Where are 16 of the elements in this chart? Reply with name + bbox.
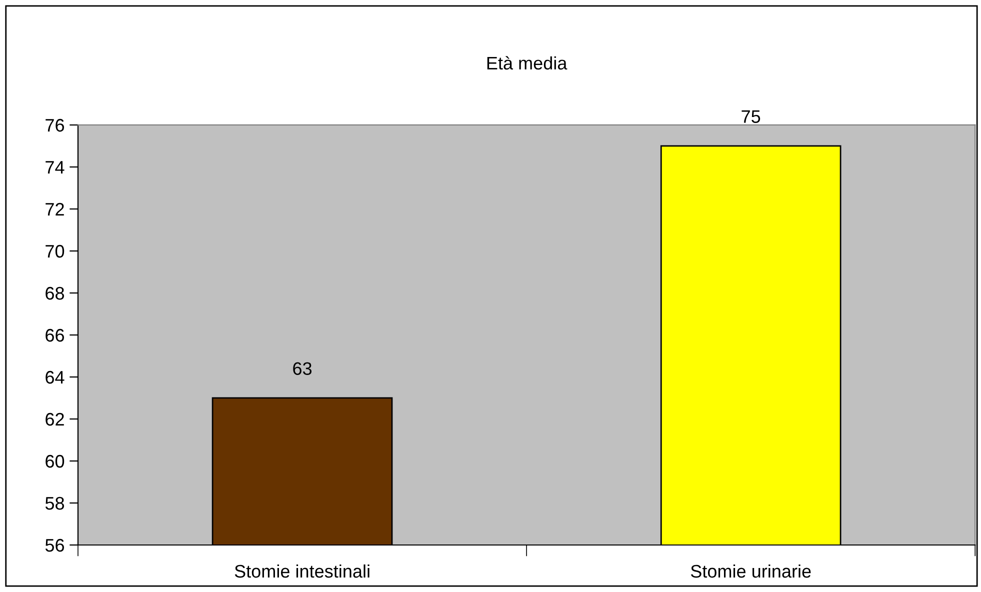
y-tick-label: 70 <box>46 244 64 258</box>
x-tick-label: Stomie intestinali <box>234 564 370 578</box>
y-tick-label: 64 <box>46 370 64 384</box>
y-tick-label: 58 <box>45 496 64 510</box>
data-label: 75 <box>742 110 760 123</box>
y-tick-label: 74 <box>46 161 64 174</box>
y-tick-label: 76 <box>46 118 64 132</box>
y-tick-label: 68 <box>46 286 64 300</box>
y-tick-label: 62 <box>46 412 64 426</box>
data-label: 63 <box>293 362 312 375</box>
y-tick-label: 72 <box>46 202 64 216</box>
y-tick-label: 60 <box>46 454 64 468</box>
chart-title: Età media <box>487 56 568 70</box>
x-tick-label: Stomie urinarie <box>690 564 811 578</box>
y-tick-label: 66 <box>46 328 64 342</box>
y-tick-label: 56 <box>45 538 64 552</box>
